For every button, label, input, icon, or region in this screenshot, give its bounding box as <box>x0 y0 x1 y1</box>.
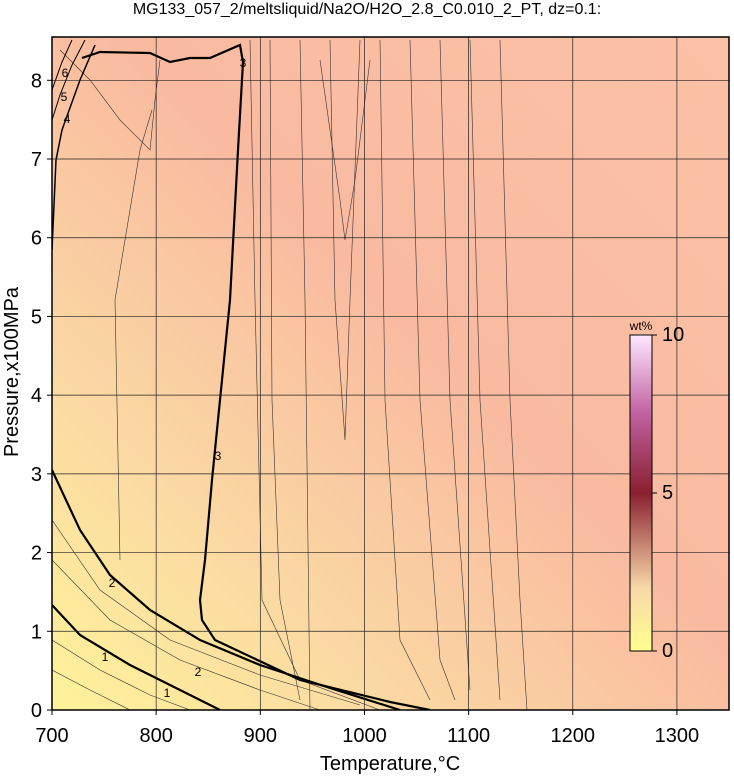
colorbar-tick-label: 10 <box>662 324 684 346</box>
contour-label: 1 <box>102 650 109 664</box>
x-tick-label: 1100 <box>447 725 490 747</box>
contour-label: 1 <box>164 686 171 700</box>
y-tick-label: 8 <box>31 70 42 92</box>
x-tick-label: 900 <box>244 725 277 747</box>
x-tick-label: 800 <box>139 725 172 747</box>
y-tick-label: 3 <box>31 464 42 486</box>
colorbar <box>629 334 653 652</box>
contour-line <box>52 604 221 710</box>
thin-contours <box>52 39 528 710</box>
y-tick-label: 5 <box>31 306 42 328</box>
contour-label: 2 <box>195 665 202 679</box>
plot-area <box>52 37 729 710</box>
x-tick-label: 1200 <box>551 725 596 747</box>
contour-label: 2 <box>109 576 116 590</box>
x-tick-label: 1300 <box>655 725 700 747</box>
y-axis-label: Pressure,x100MPa <box>1 286 23 457</box>
y-tick-label: 2 <box>31 543 42 565</box>
colorbar-tick-label: 5 <box>662 482 673 504</box>
y-tick-label: 7 <box>31 149 42 171</box>
colorbar-tick-label: 0 <box>662 640 673 662</box>
x-axis-label: Temperature,°C <box>320 753 460 775</box>
y-tick-label: 1 <box>31 621 42 643</box>
contour-label: 5 <box>61 90 68 104</box>
contour-label: 3 <box>215 449 222 463</box>
contour-label: 3 <box>240 56 247 70</box>
contour-label: 6 <box>62 66 69 80</box>
x-tick-label: 700 <box>35 725 68 747</box>
y-tick-label: 6 <box>31 228 42 250</box>
y-tick-label: 4 <box>31 385 42 407</box>
contour-line <box>81 43 431 710</box>
x-tick-label: 1000 <box>342 725 387 747</box>
chart-title: MG133_057_2/meltsliquid/Na2O/H2O_2.8_C0.… <box>133 1 601 18</box>
y-tick-label: 0 <box>31 700 42 722</box>
colorbar-label: wt% <box>629 319 653 333</box>
contour-label: 4 <box>64 112 71 126</box>
contour-line <box>52 39 73 91</box>
plot-frame <box>51 36 730 711</box>
contour-line <box>52 44 96 251</box>
